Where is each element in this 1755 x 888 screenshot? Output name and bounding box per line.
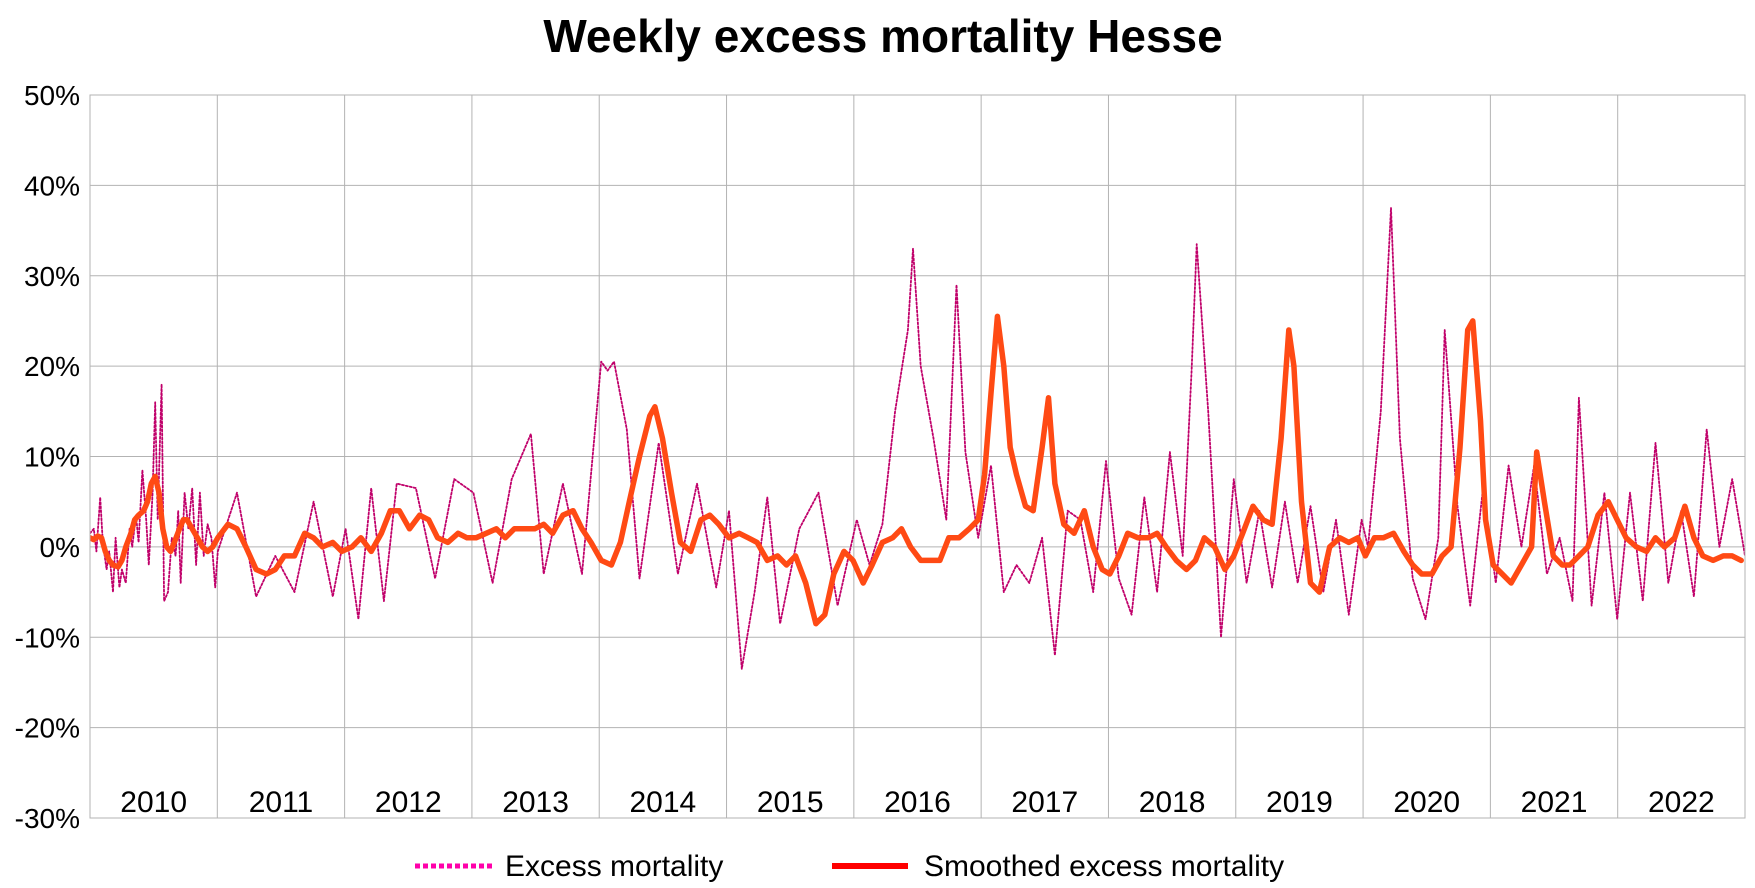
series-layer [90,207,1745,670]
y-tick-label: 30% [24,261,80,292]
y-tick-label: 20% [24,351,80,382]
y-tick-label: 10% [24,442,80,473]
legend-label: Excess mortality [505,850,723,883]
legend-label: Smoothed excess mortality [924,850,1284,883]
x-tick-label: 2010 [120,786,187,819]
y-tick-label: 0% [40,532,80,563]
x-axis-ticks: 2010 2011 2012 2013 2014 2015 2016 2017 2018 2019… [120,786,1714,819]
x-tick-label: 2012 [375,786,442,819]
legend: Excess mortality Smoothed excess mortalit… [415,850,1284,883]
chart-title: Weekly excess mortality Hesse [543,10,1222,62]
x-tick-label: 2011 [249,786,314,819]
y-tick-label: 50% [24,80,80,111]
x-tick-label: 2022 [1648,786,1715,819]
x-tick-label: 2020 [1393,786,1460,819]
x-tick-label: 2014 [630,786,697,819]
grid [90,94,1745,819]
y-tick-label: -30% [15,803,80,834]
x-tick-label: 2015 [757,786,824,819]
series-line-excess [90,207,1745,670]
x-tick-label: 2017 [1011,786,1078,819]
x-tick-label: 2021 [1521,786,1588,819]
y-tick-label: 40% [24,170,80,201]
x-tick-label: 2018 [1139,786,1206,819]
y-tick-label: -20% [15,713,80,744]
plot-border [89,94,1746,819]
series-line-smoothed [90,313,1744,627]
x-tick-label: 2016 [884,786,951,819]
x-tick-label: 2013 [502,786,569,819]
y-tick-label: -10% [15,622,80,653]
y-axis-ticks: 50% 40% 30% 20% 10% 0% -10% -20% -30% [15,80,80,834]
x-tick-label: 2019 [1266,786,1333,819]
